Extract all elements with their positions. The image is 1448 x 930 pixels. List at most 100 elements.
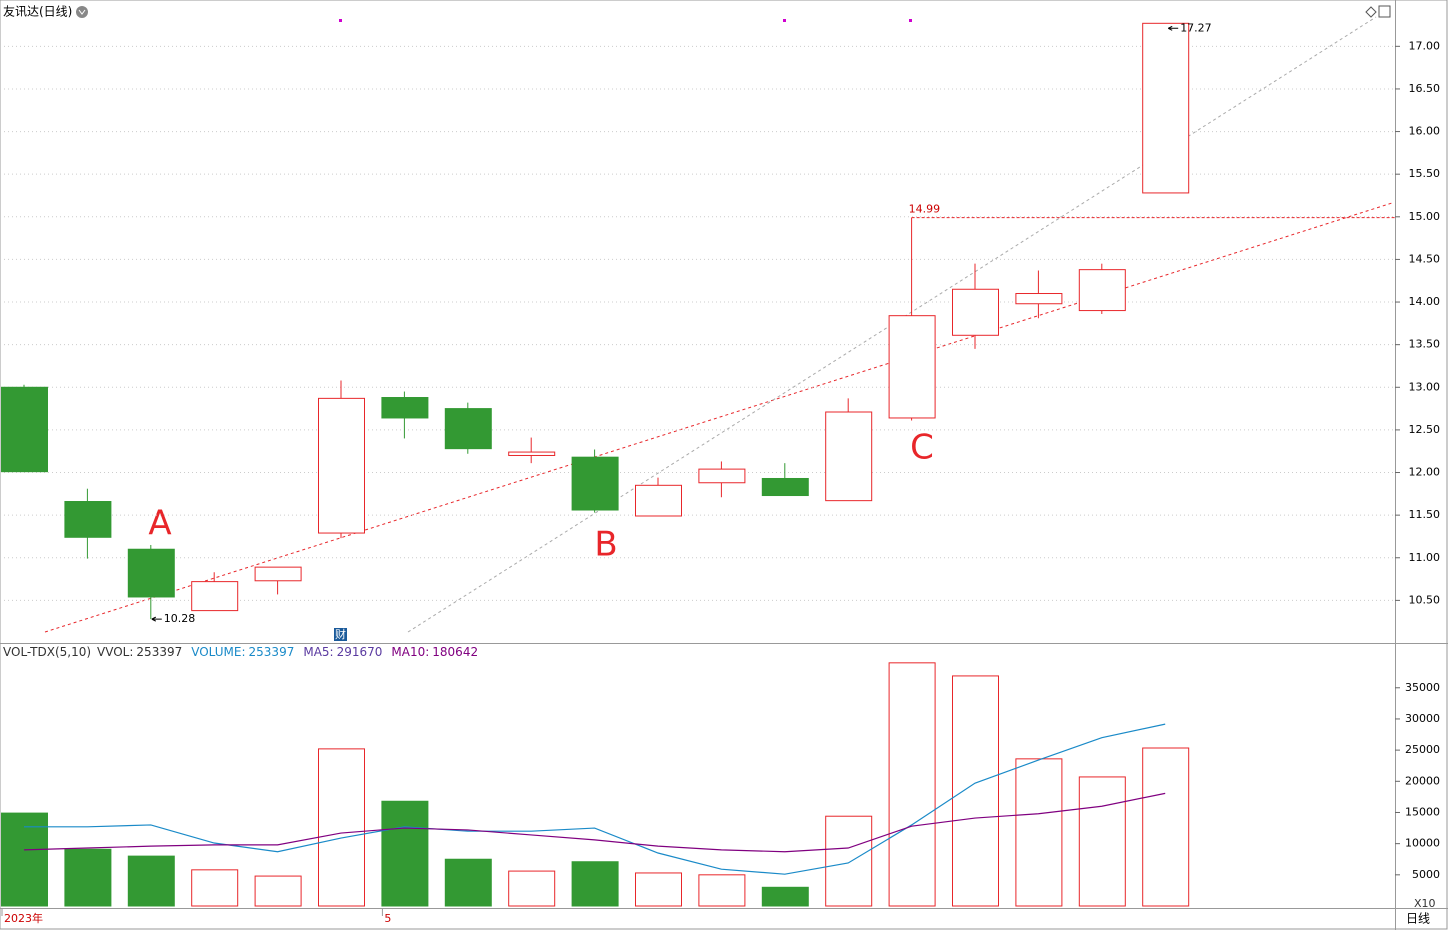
header-label: VOLUME: — [191, 645, 246, 659]
indicator-name: VOL-TDX(5,10) — [3, 645, 92, 659]
event-dot — [909, 19, 912, 22]
volume-bar — [64, 848, 112, 907]
candle-body — [571, 456, 619, 511]
volume-bar — [888, 662, 936, 907]
header-value: 253397 — [136, 645, 183, 659]
volume-bar — [381, 800, 429, 907]
ma-line — [24, 723, 1166, 875]
volume-bar — [698, 874, 746, 907]
x-tick-label: 2023年 — [4, 911, 43, 925]
candle-body — [508, 451, 556, 456]
volume-bar — [761, 886, 809, 907]
volume-bar — [635, 872, 682, 907]
annotation: B — [594, 525, 617, 565]
y-tick-label: 17.00 — [1409, 39, 1441, 52]
annotation: C — [910, 428, 934, 468]
header-value: 180642 — [432, 645, 479, 659]
candle-body — [254, 566, 302, 582]
scale-label: X10 — [1414, 897, 1436, 910]
y-tick-label: 25000 — [1405, 743, 1440, 756]
volume-bar — [952, 675, 999, 907]
event-marker-box[interactable] — [334, 628, 347, 641]
volume-bar — [191, 869, 239, 907]
y-tick-label: 35000 — [1405, 681, 1440, 694]
candle-body — [1142, 22, 1190, 194]
volume-bar — [508, 870, 556, 907]
y-tick-label: 30000 — [1405, 712, 1440, 725]
volume-bar — [1, 812, 48, 907]
y-tick-label: 12.00 — [1409, 466, 1441, 479]
header-value: 291670 — [336, 645, 383, 659]
candle-body — [1, 386, 48, 473]
y-tick-label: 13.00 — [1409, 380, 1441, 393]
panel-icon[interactable] — [1378, 5, 1391, 18]
chart-title: 友讯达(日线) — [3, 5, 72, 19]
candle-body — [127, 548, 175, 598]
candle-body — [888, 315, 936, 419]
annotation: A — [148, 504, 171, 544]
header-item: MA5: 291670 — [303, 645, 385, 659]
toggle-icon[interactable] — [1365, 6, 1377, 18]
y-tick-label: 10000 — [1405, 837, 1440, 850]
y-tick-label: 15.00 — [1409, 210, 1441, 223]
y-tick-label: 16.50 — [1409, 82, 1441, 95]
volume-bar — [444, 858, 492, 907]
header-item: VVOL: 253397 — [97, 645, 185, 659]
y-tick-label: 15.50 — [1409, 167, 1441, 180]
y-tick-label: 10.50 — [1409, 593, 1441, 606]
header-value: 253397 — [248, 645, 295, 659]
volume-bar — [571, 861, 619, 907]
candle-body — [825, 411, 873, 502]
candle-body — [698, 468, 746, 484]
label-arrow — [1167, 25, 1179, 31]
event-marker: 财 — [335, 627, 346, 641]
candle-body — [381, 397, 429, 419]
y-tick-label: 20000 — [1405, 774, 1440, 787]
candle-body — [635, 484, 682, 517]
menu-icon — [78, 9, 86, 15]
y-tick-label: 14.50 — [1409, 252, 1441, 265]
y-tick-label: 12.50 — [1409, 423, 1441, 436]
header-item: VOLUME: 253397 — [191, 645, 297, 659]
volume-bar — [1142, 747, 1190, 907]
label-arrow — [151, 616, 162, 622]
candle-body — [191, 581, 239, 612]
period-label: 日线 — [1406, 912, 1430, 926]
candle-body — [444, 408, 492, 450]
menu-button[interactable] — [76, 6, 88, 18]
header-item: MA10: 180642 — [391, 645, 481, 659]
y-tick-label: 15000 — [1405, 805, 1440, 818]
candle-body — [952, 288, 999, 336]
event-dot — [339, 19, 342, 22]
y-tick-label: 16.00 — [1409, 125, 1441, 138]
header-label: MA5: — [303, 645, 334, 659]
y-tick-label: 14.00 — [1409, 295, 1441, 308]
header-label: VVOL: — [97, 645, 134, 659]
volume-bar — [825, 815, 873, 907]
trend-line — [407, 16, 1377, 633]
volume-bar — [1015, 758, 1063, 907]
volume-bar — [318, 748, 365, 907]
ma-line — [23, 792, 1166, 853]
candle-body — [1078, 269, 1126, 312]
event-dot — [783, 19, 786, 22]
x-tick-label: 5 — [384, 912, 391, 925]
candle-body — [318, 397, 365, 534]
y-tick-label: 11.50 — [1409, 508, 1441, 521]
low-label: 10.28 — [164, 612, 196, 625]
high-label: 17.27 — [1180, 21, 1212, 34]
volume-header: VOL-TDX(5,10) VVOL: 253397 VOLUME: 253397 MA… — [3, 645, 481, 659]
volume-bar — [254, 875, 302, 907]
y-tick-label: 5000 — [1412, 868, 1440, 881]
candle-body — [64, 501, 112, 538]
candle-body — [1015, 293, 1063, 305]
high-label: 14.99 — [909, 203, 941, 216]
trend-line — [44, 202, 1393, 633]
volume-bar — [1078, 776, 1126, 907]
y-tick-label: 13.50 — [1409, 338, 1441, 351]
y-tick-label: 11.00 — [1409, 551, 1441, 564]
header-label: MA10: — [391, 645, 430, 659]
